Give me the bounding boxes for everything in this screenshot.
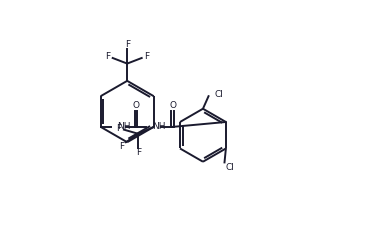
Text: Cl: Cl: [226, 163, 235, 172]
Text: NH: NH: [152, 122, 165, 131]
Text: F: F: [136, 148, 141, 157]
Text: F: F: [117, 124, 122, 133]
Text: Cl: Cl: [215, 90, 224, 99]
Text: F: F: [105, 52, 110, 61]
Text: NH: NH: [117, 122, 131, 131]
Text: F: F: [125, 40, 130, 49]
Text: O: O: [169, 101, 176, 110]
Text: F: F: [144, 52, 149, 61]
Text: O: O: [133, 101, 140, 110]
Text: F: F: [119, 142, 124, 151]
